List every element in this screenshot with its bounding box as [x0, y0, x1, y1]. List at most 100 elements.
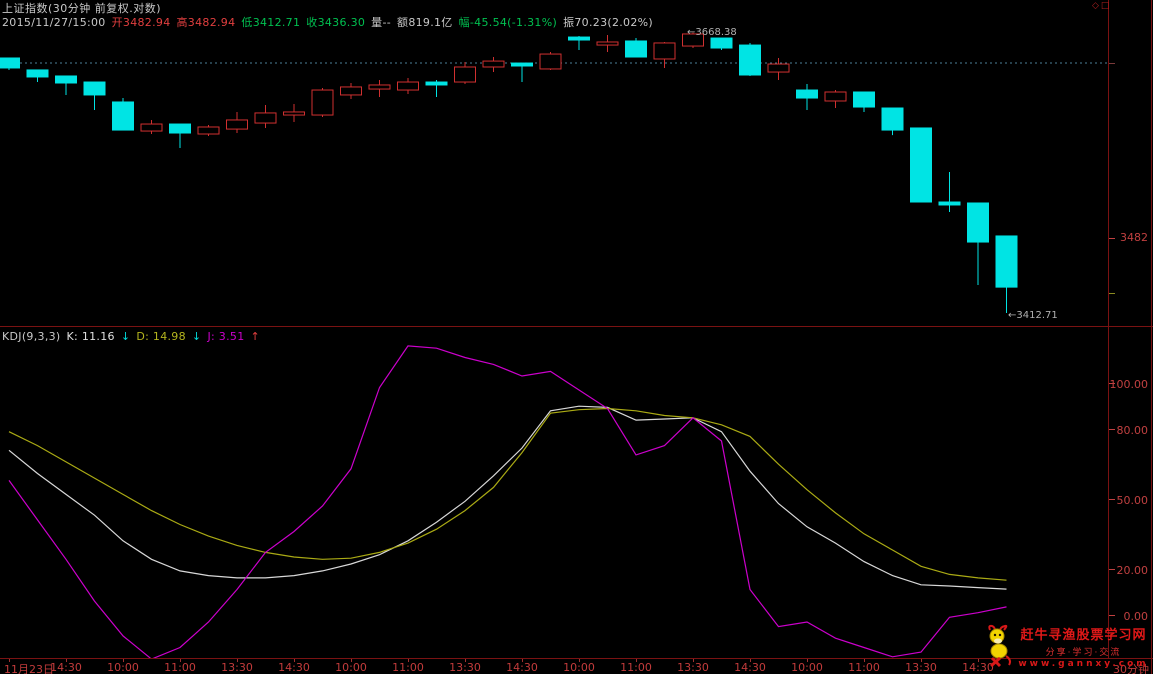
candle[interactable] [739, 42, 761, 76]
kdj-k-line [8, 405, 1007, 590]
time-label: 13:30 [905, 661, 937, 674]
info-volume: 量-- [371, 16, 392, 29]
candle-body [596, 41, 619, 46]
info-low: 低3412.71 [241, 16, 301, 29]
price-axis-label: 3482 [1120, 231, 1148, 244]
candle[interactable] [197, 125, 220, 136]
candle[interactable] [55, 75, 77, 95]
diamond-icon[interactable]: ◇ [1092, 1, 1101, 11]
candle[interactable] [112, 98, 134, 131]
candle-body [511, 62, 533, 67]
candle[interactable] [710, 37, 733, 50]
candle-body [568, 36, 590, 41]
candle-body [311, 89, 334, 116]
time-label: 11:00 [848, 661, 880, 674]
window-control-icons[interactable]: ◇□ [1092, 1, 1111, 11]
kdj-axis-label: 80.00 [1116, 424, 1149, 438]
candle-body [796, 89, 818, 99]
candle[interactable] [397, 77, 419, 94]
time-label: 14:30 [50, 661, 82, 674]
time-label: 14:30 [962, 661, 994, 674]
candle-body [938, 201, 961, 206]
candle-body [995, 235, 1018, 288]
time-axis-tick [408, 659, 409, 662]
kdj-indicator-chart[interactable] [0, 327, 1108, 658]
candle[interactable] [682, 32, 704, 49]
candle[interactable] [311, 88, 334, 118]
candle[interactable] [596, 34, 619, 52]
time-label: 10:00 [791, 661, 823, 674]
time-label: 14:30 [506, 661, 538, 674]
candle[interactable] [938, 171, 961, 212]
site-watermark: 赶牛寻渔股票学习网 分享·学习·交流 www.gannxy.com [986, 620, 1153, 674]
candle[interactable] [254, 105, 277, 128]
candlestick-chart[interactable] [0, 0, 1108, 326]
time-axis-tick [522, 659, 523, 662]
time-axis-tick [66, 659, 67, 662]
candle[interactable] [368, 80, 391, 98]
chart-title: 上证指数(30分钟 前复权.对数) [2, 2, 162, 15]
square-icon[interactable]: □ [1100, 1, 1112, 11]
info-datetime: 2015/11/27/15:00 [2, 16, 106, 29]
candle[interactable] [283, 103, 305, 123]
bull-mascot-icon [988, 624, 1011, 668]
candle[interactable] [995, 235, 1018, 314]
kdj-axis-label: 50.00 [1116, 494, 1149, 507]
time-label: 11:00 [164, 661, 196, 674]
info-change: 幅-45.54(-1.31%) [458, 16, 558, 29]
candle-body [853, 91, 875, 108]
time-axis-tick [921, 659, 922, 662]
kdj-axis-tick [1109, 615, 1115, 616]
candle[interactable] [140, 119, 163, 135]
ohlc-info-line: 2015/11/27/15:00 开3482.94 高3482.94 低3412.71… [2, 14, 659, 30]
candle-body [26, 69, 49, 78]
candle[interactable] [511, 62, 533, 83]
kdj-axis-tick [1109, 568, 1115, 570]
kdj-indicator-name: KDJ(9,3,3) [2, 330, 61, 343]
candle-body [425, 81, 448, 86]
candle[interactable] [83, 81, 106, 110]
watermark-subtitle: 分享·学习·交流 [1045, 648, 1122, 658]
info-open: 开3482.94 [111, 16, 171, 29]
candle-body [454, 66, 476, 83]
kdj-axis-tick [1109, 499, 1115, 500]
candle[interactable] [169, 123, 191, 149]
candle[interactable] [653, 41, 676, 68]
kdj-d-arrow: ↓ [191, 330, 202, 343]
candle[interactable] [967, 202, 989, 286]
candle[interactable] [881, 107, 904, 136]
candle-body [682, 33, 704, 47]
candle-body [539, 53, 562, 70]
candle[interactable] [425, 80, 448, 98]
candle[interactable] [539, 51, 562, 70]
candle-body [197, 126, 220, 135]
time-axis-tick [693, 659, 694, 662]
kdj-axis-label: 20.00 [1116, 563, 1149, 577]
candle-body [910, 127, 932, 203]
candle[interactable] [625, 38, 647, 58]
candle-body [254, 112, 277, 124]
kdj-k-value: K: 11.16 [66, 330, 115, 343]
candle[interactable] [568, 35, 590, 50]
watermark-title: 赶牛寻渔股票学习网 [1020, 628, 1147, 643]
candle[interactable] [910, 127, 932, 203]
candle-body [226, 119, 248, 130]
candle[interactable] [853, 91, 875, 112]
candle-body [368, 84, 391, 90]
candle[interactable] [767, 57, 790, 81]
kdj-axis-tick [1109, 383, 1115, 384]
candle[interactable] [0, 57, 20, 70]
candle[interactable] [454, 62, 476, 84]
candle-body [625, 40, 647, 58]
candle[interactable] [824, 90, 847, 109]
kdj-header: KDJ(9,3,3) K: 11.16 ↓ D: 14.98 ↓ J: 3.51 ↑ [2, 330, 266, 343]
candle[interactable] [796, 83, 818, 110]
timeframe-selector[interactable]: 30分钟 [1113, 663, 1149, 674]
kdj-j-value: J: 3.51 [207, 330, 245, 343]
candle[interactable] [482, 57, 505, 73]
candle[interactable] [26, 69, 49, 83]
candle[interactable] [340, 83, 362, 100]
info-high: 高3482.94 [176, 16, 236, 29]
candle-body [140, 123, 163, 132]
candle[interactable] [226, 111, 248, 134]
